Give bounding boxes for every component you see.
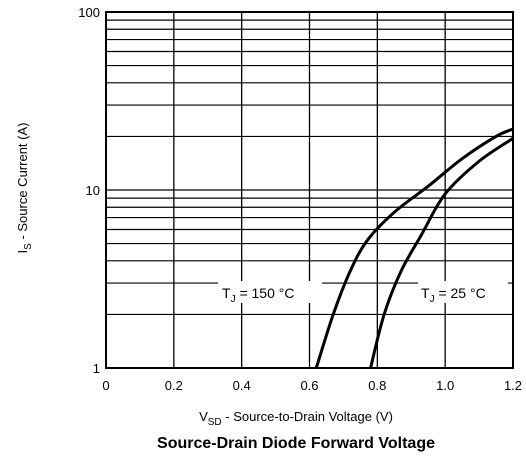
x-tick-label: 1.2 <box>504 378 522 393</box>
series-label-150-bg <box>218 281 322 303</box>
y-tick-label: 10 <box>86 183 100 198</box>
x-tick-label: 0 <box>102 378 109 393</box>
x-tick-label: 0.8 <box>368 378 386 393</box>
plot-frame <box>105 11 514 369</box>
series-label-150: TJ = 150 °C <box>222 285 294 305</box>
y-tick-label: 1 <box>93 361 100 376</box>
series-label-25-bg <box>418 281 508 303</box>
series-layer <box>314 127 514 369</box>
y-tick-label: 100 <box>78 5 100 20</box>
series-line-tj-25 <box>369 137 514 369</box>
x-tick-label: 0.4 <box>233 378 251 393</box>
series-line-tj-150 <box>314 127 514 369</box>
x-axis-title: VSD - Source-to-Drain Voltage (V) <box>199 409 393 428</box>
x-tick-label: 0.6 <box>300 378 318 393</box>
series-label-25: TJ = 25 °C <box>421 285 486 305</box>
x-tick-label: 0.2 <box>165 378 183 393</box>
grid-layer <box>105 12 514 369</box>
x-tick-label: 1.0 <box>436 378 454 393</box>
chart-title: Source-Drain Diode Forward Voltage <box>157 435 435 452</box>
tick-layer: 0 0.2 0.4 0.6 0.8 1.0 1.2 1 10 100 <box>78 5 522 393</box>
y-axis-title: IS - Source Current (A) <box>15 123 34 254</box>
